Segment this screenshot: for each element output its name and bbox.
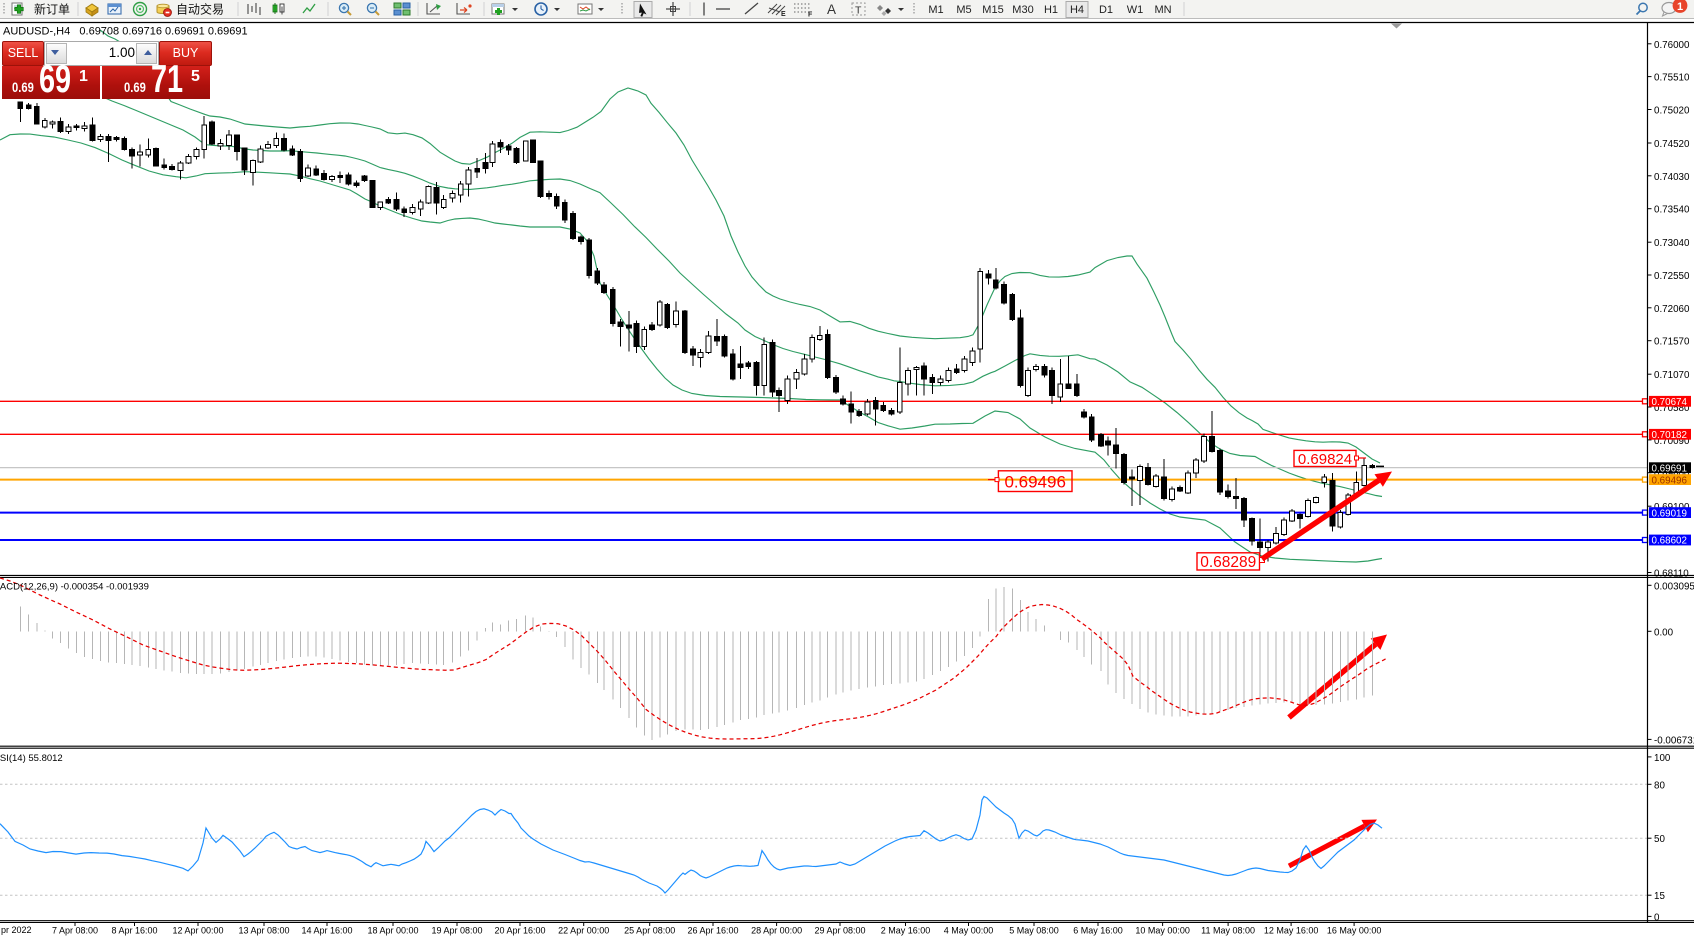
- svg-text:0.70090: 0.70090: [1654, 436, 1690, 447]
- svg-text:80: 80: [1654, 780, 1665, 791]
- svg-text:26 Apr 16:00: 26 Apr 16:00: [687, 926, 738, 936]
- svg-text:15: 15: [1654, 891, 1665, 902]
- svg-text:M1: M1: [928, 4, 943, 16]
- svg-text:RSI(14) 55.8012: RSI(14) 55.8012: [0, 753, 63, 764]
- svg-text:0.69824: 0.69824: [1298, 451, 1352, 468]
- svg-text:0.00: 0.00: [1654, 627, 1674, 638]
- svg-text:5 May 08:00: 5 May 08:00: [1009, 926, 1059, 936]
- svg-text:20 Apr 16:00: 20 Apr 16:00: [494, 926, 545, 936]
- svg-text:0.71570: 0.71570: [1654, 337, 1690, 348]
- svg-text:4 May 00:00: 4 May 00:00: [944, 926, 994, 936]
- svg-text:18 Apr 00:00: 18 Apr 00:00: [367, 926, 418, 936]
- svg-text:0.76000: 0.76000: [1654, 40, 1690, 51]
- svg-text:0.70674: 0.70674: [1652, 397, 1688, 408]
- svg-text:W1: W1: [1127, 4, 1144, 16]
- svg-text:H4: H4: [1070, 4, 1084, 16]
- svg-text:MN: MN: [1154, 4, 1171, 16]
- svg-text:0.68110: 0.68110: [1654, 569, 1689, 580]
- svg-text:12 Apr 00:00: 12 Apr 00:00: [172, 926, 223, 936]
- svg-text:0.003095: 0.003095: [1654, 581, 1694, 592]
- svg-text:16 May 00:00: 16 May 00:00: [1327, 926, 1382, 936]
- svg-text:8 Apr 16:00: 8 Apr 16:00: [111, 926, 157, 936]
- svg-text:新订单: 新订单: [34, 2, 70, 17]
- svg-text:12 May 16:00: 12 May 16:00: [1264, 926, 1319, 936]
- svg-text:M5: M5: [956, 4, 971, 16]
- svg-text:0.73040: 0.73040: [1654, 238, 1690, 249]
- svg-text:19 Apr 08:00: 19 Apr 08:00: [431, 926, 482, 936]
- svg-text:F: F: [808, 12, 813, 19]
- svg-text:0.71070: 0.71070: [1654, 370, 1690, 381]
- svg-text:0.72060: 0.72060: [1654, 304, 1690, 315]
- svg-text:自动交易: 自动交易: [176, 2, 224, 17]
- svg-text:11 May 08:00: 11 May 08:00: [1201, 926, 1255, 936]
- svg-text:0.68289: 0.68289: [1200, 554, 1256, 571]
- svg-text:14 Apr 16:00: 14 Apr 16:00: [301, 926, 352, 936]
- svg-text:AUDUSD-,H4 0.69708 0.69716 0: AUDUSD-,H4 0.69708 0.69716 0.69691 0.696…: [3, 26, 248, 38]
- svg-text:7 Apr 08:00: 7 Apr 08:00: [52, 926, 98, 936]
- svg-text:M30: M30: [1012, 4, 1033, 16]
- svg-text:2 May 16:00: 2 May 16:00: [881, 926, 931, 936]
- svg-text:0.75020: 0.75020: [1654, 106, 1690, 117]
- svg-text:T: T: [855, 5, 862, 17]
- svg-text:0.69496: 0.69496: [1004, 472, 1065, 491]
- svg-text:1: 1: [1677, 1, 1683, 13]
- svg-text:H1: H1: [1044, 4, 1058, 16]
- svg-text:50: 50: [1654, 834, 1665, 845]
- svg-text:0.74520: 0.74520: [1654, 139, 1690, 150]
- svg-text:0.69691: 0.69691: [1652, 463, 1687, 474]
- svg-text:0.72550: 0.72550: [1654, 271, 1690, 282]
- svg-text:28 Apr 00:00: 28 Apr 00:00: [751, 926, 802, 936]
- svg-text:29 Apr 08:00: 29 Apr 08:00: [814, 926, 865, 936]
- svg-text:13 Apr 08:00: 13 Apr 08:00: [238, 926, 289, 936]
- svg-text:0.75510: 0.75510: [1654, 73, 1690, 84]
- svg-text:25 Apr 08:00: 25 Apr 08:00: [624, 926, 675, 936]
- svg-text:MACD(12,26,9) -0.000354 -0.001: MACD(12,26,9) -0.000354 -0.001939: [0, 581, 149, 592]
- svg-text:0.69496: 0.69496: [1652, 475, 1688, 486]
- svg-text:6 May 16:00: 6 May 16:00: [1073, 926, 1123, 936]
- svg-text:0.69019: 0.69019: [1652, 508, 1687, 519]
- svg-text:E: E: [781, 11, 786, 18]
- svg-text:0.70182: 0.70182: [1652, 430, 1687, 441]
- svg-text:100: 100: [1654, 753, 1671, 764]
- svg-text:-0.006731: -0.006731: [1654, 735, 1694, 746]
- svg-text:pr 2022: pr 2022: [1, 925, 32, 935]
- svg-text:0.73540: 0.73540: [1654, 205, 1690, 216]
- svg-text:D1: D1: [1099, 4, 1113, 16]
- svg-text:0: 0: [1654, 912, 1660, 923]
- svg-text:0.74030: 0.74030: [1654, 172, 1690, 183]
- svg-text:10 May 00:00: 10 May 00:00: [1135, 926, 1190, 936]
- svg-text:0.68602: 0.68602: [1652, 536, 1687, 547]
- svg-text:22 Apr 00:00: 22 Apr 00:00: [558, 926, 609, 936]
- svg-text:0.70580: 0.70580: [1654, 403, 1690, 414]
- svg-text:A: A: [827, 2, 836, 17]
- svg-text:M15: M15: [982, 4, 1003, 16]
